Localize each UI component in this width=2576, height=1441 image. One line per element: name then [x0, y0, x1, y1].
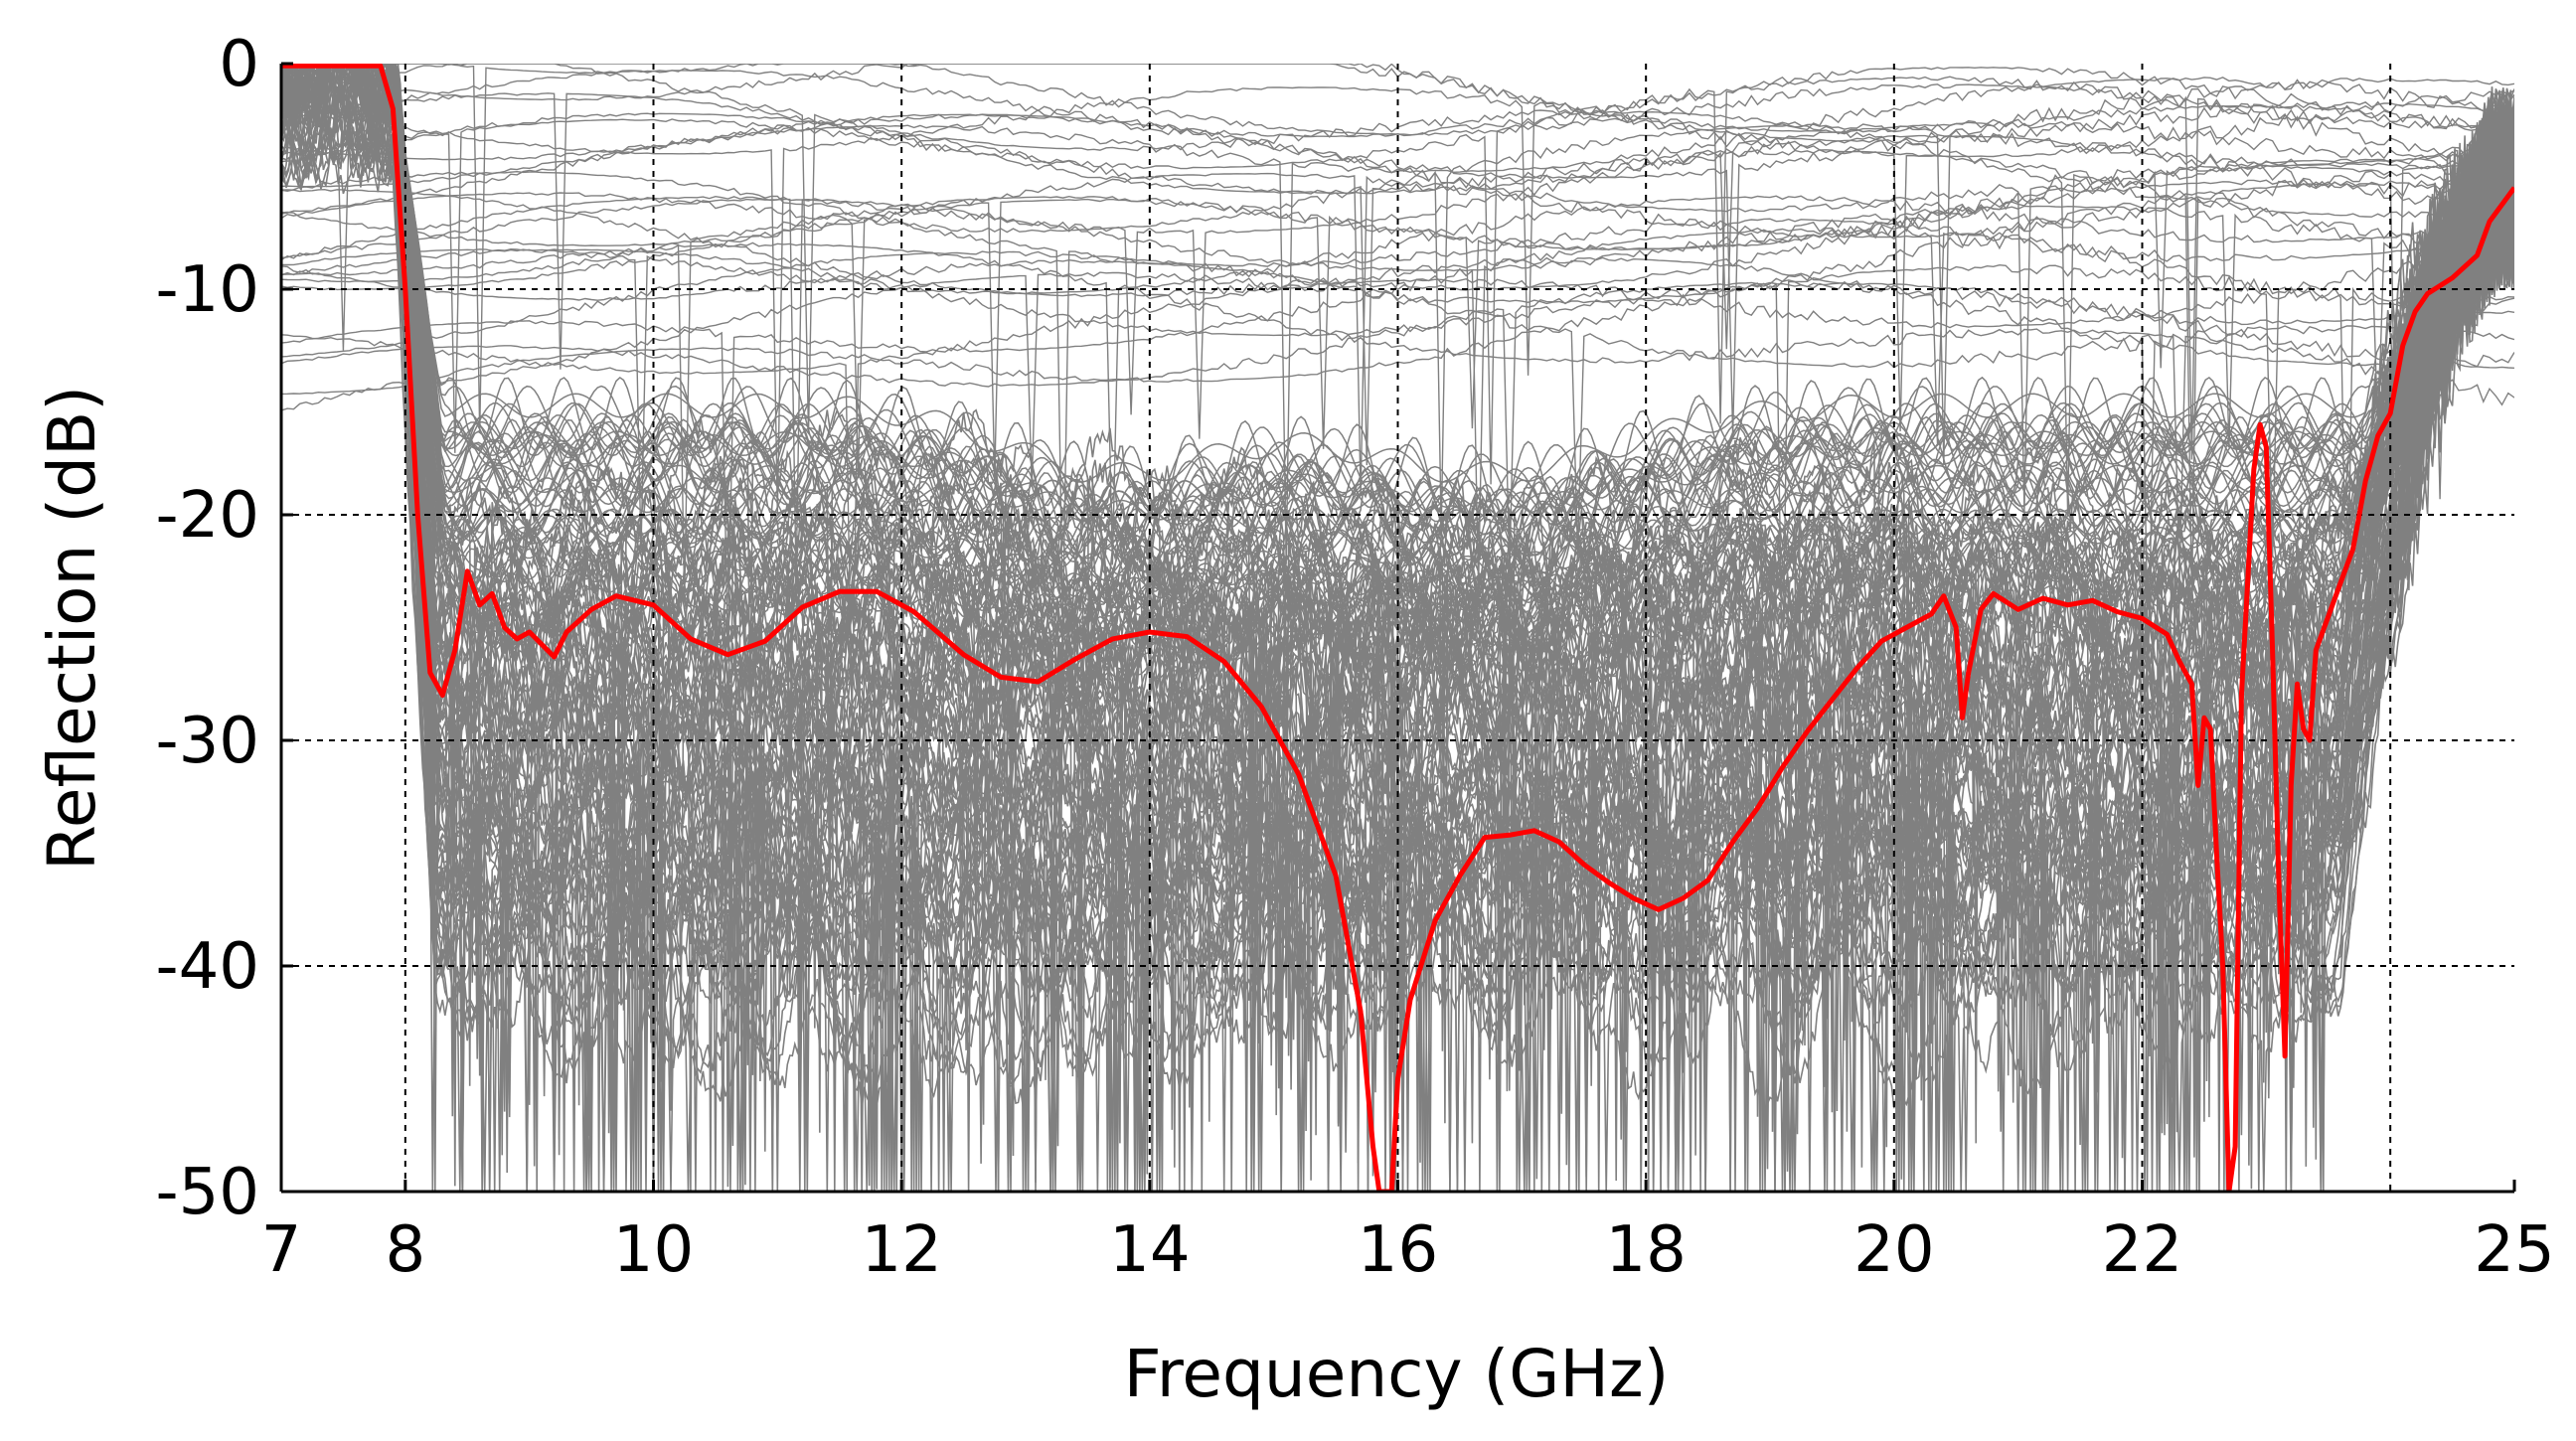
- y-tick-label: -40: [155, 930, 259, 1004]
- x-tick-label: 14: [1109, 1213, 1190, 1287]
- x-tick-label: 20: [1853, 1213, 1934, 1287]
- gridlines: [281, 64, 2514, 1192]
- background-trace: [281, 64, 2514, 1192]
- background-trace: [281, 280, 2514, 689]
- x-tick-label: 25: [2474, 1213, 2554, 1287]
- background-trace: [281, 70, 2514, 606]
- x-tick-label: 18: [1605, 1213, 1686, 1287]
- background-trace: [281, 241, 2514, 581]
- background-trace: [281, 67, 2514, 138]
- y-tick-label: -20: [155, 479, 259, 553]
- tick-labels: 7 8 10 12 14 16 18 20 22 25 0 -10 -20 -30 -40 -50: [155, 28, 2554, 1287]
- x-tick-label: 22: [2102, 1213, 2182, 1287]
- background-trace: [281, 188, 2514, 663]
- x-tick-label: 7: [261, 1213, 302, 1287]
- y-axis-label: Reflection (dB): [34, 386, 110, 871]
- background-trace: [281, 104, 2514, 436]
- y-tick-label: 0: [219, 28, 259, 101]
- x-axis-label: Frequency (GHz): [1124, 1336, 1670, 1412]
- x-tick-label: 16: [1358, 1213, 1438, 1287]
- x-tick-label: 10: [613, 1213, 694, 1287]
- background-trace: [281, 258, 2514, 591]
- x-tick-label: 8: [385, 1213, 425, 1287]
- y-tick-label: -30: [155, 705, 259, 778]
- x-tick-label: 12: [861, 1213, 941, 1287]
- highlighted-trace: [281, 64, 2514, 1192]
- highlighted-trace-layer: [281, 64, 2514, 1192]
- y-tick-label: -50: [155, 1156, 259, 1229]
- axes: [279, 62, 2516, 1194]
- y-tick-label: -10: [155, 253, 259, 327]
